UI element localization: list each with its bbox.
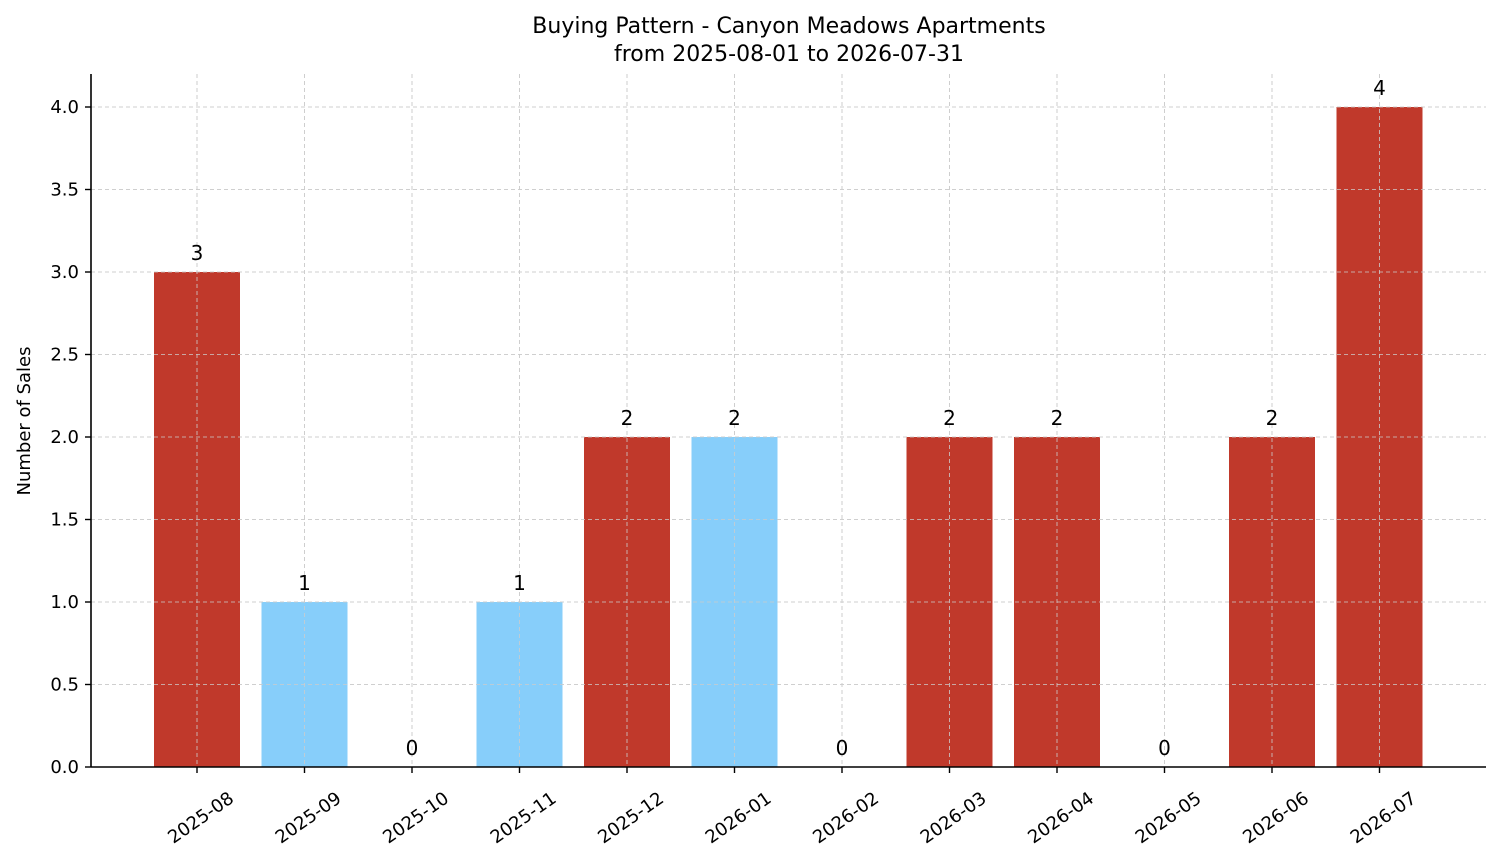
data-label-2026-02: 0: [836, 736, 849, 760]
x-tick-label-2025-10: 2025-10: [379, 788, 453, 848]
x-tick-label-2025-08: 2025-08: [164, 788, 238, 848]
x-tick-label-2025-09: 2025-09: [272, 788, 346, 848]
y-tick-label: 0.0: [50, 757, 79, 778]
data-label-2025-08: 3: [191, 241, 204, 265]
x-tick-label-2025-11: 2025-11: [487, 788, 561, 848]
y-tick-label: 3.5: [50, 180, 79, 201]
x-tick-label-2026-02: 2026-02: [809, 788, 883, 848]
data-label-2025-11: 1: [513, 571, 526, 595]
data-label-2026-07: 4: [1373, 76, 1386, 100]
data-labels: 3 1 0 1 2 2 0 2 2 0 2 4: [191, 76, 1386, 760]
data-label-2025-12: 2: [621, 406, 634, 430]
x-tick-label-2026-07: 2026-07: [1347, 788, 1421, 848]
y-axis-label: Number of Sales: [14, 346, 35, 495]
x-tick-label-2026-06: 2026-06: [1239, 788, 1313, 848]
x-tick-label-2026-05: 2026-05: [1132, 788, 1206, 848]
y-tick-label: 1.0: [50, 592, 79, 613]
y-tick-label: 4.0: [50, 97, 79, 118]
y-tick-label: 1.5: [50, 510, 79, 531]
y-tick-label: 2.5: [50, 345, 79, 366]
y-tick-label: 3.0: [50, 262, 79, 283]
x-tick-label-2025-12: 2025-12: [594, 788, 668, 848]
data-label-2026-05: 0: [1158, 736, 1171, 760]
chart-title: Buying Pattern - Canyon Meadows Apartmen…: [532, 14, 1045, 39]
data-label-2026-01: 2: [728, 406, 741, 430]
x-tick-label-2026-04: 2026-04: [1024, 788, 1098, 848]
data-label-2026-03: 2: [943, 406, 956, 430]
y-tick-label: 2.0: [50, 427, 79, 448]
x-tick-label-2026-01: 2026-01: [702, 788, 776, 848]
data-label-2026-06: 2: [1266, 406, 1279, 430]
data-label-2026-04: 2: [1051, 406, 1064, 430]
data-label-2025-10: 0: [406, 736, 419, 760]
y-tick-label: 0.5: [50, 675, 79, 696]
data-label-2025-09: 1: [298, 571, 311, 595]
x-tick-label-2026-03: 2026-03: [917, 788, 991, 848]
chart-subtitle: from 2025-08-01 to 2026-07-31: [614, 42, 964, 67]
